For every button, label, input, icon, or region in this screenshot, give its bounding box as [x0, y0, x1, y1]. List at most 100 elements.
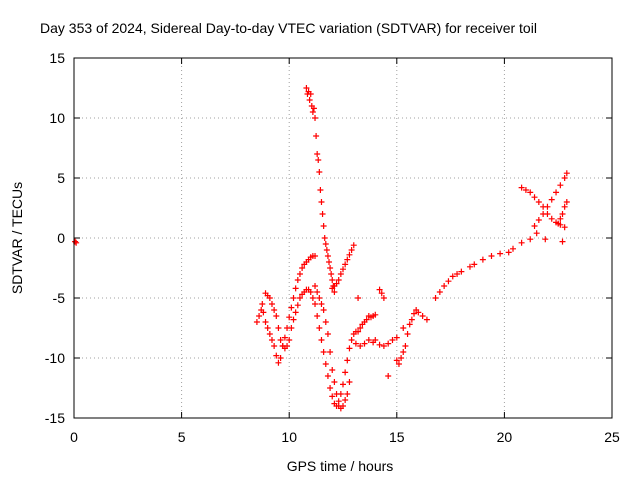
- data-point: [253, 319, 260, 325]
- data-point: [555, 220, 562, 227]
- data-point: [290, 295, 297, 301]
- data-point: [548, 196, 555, 203]
- x-axis-label: GPS time / hours: [287, 458, 394, 474]
- data-point: [363, 316, 370, 323]
- data-point: [307, 91, 314, 97]
- data-point: [333, 280, 340, 287]
- data-point: [318, 301, 325, 307]
- data-point: [322, 241, 329, 247]
- data-point: [563, 170, 570, 177]
- data-point: [281, 334, 288, 341]
- data-point: [423, 316, 430, 323]
- data-point: [348, 337, 355, 343]
- data-point: [271, 343, 278, 349]
- data-point: [310, 105, 317, 112]
- data-point: [319, 211, 326, 217]
- data-point: [312, 283, 319, 289]
- data-point: [458, 268, 465, 275]
- y-tick-label: 5: [57, 170, 65, 186]
- x-tick-label: 25: [604, 429, 620, 445]
- data-point: [346, 379, 353, 385]
- data-point: [544, 203, 551, 210]
- x-tick-label: 5: [178, 429, 186, 445]
- data-point: [316, 169, 323, 175]
- data-point: [376, 286, 383, 293]
- data-point: [357, 325, 364, 331]
- data-point: [393, 334, 400, 341]
- data-point: [385, 373, 392, 379]
- data-point: [402, 343, 409, 349]
- data-point: [553, 189, 560, 196]
- data-point: [454, 271, 461, 277]
- data-point: [518, 239, 525, 246]
- data-point: [441, 283, 448, 289]
- data-point: [329, 393, 336, 400]
- data-point: [327, 385, 334, 391]
- data-point: [380, 343, 387, 349]
- data-point: [395, 361, 402, 367]
- data-point: [309, 109, 316, 115]
- data-point: [404, 331, 411, 337]
- data-point: [268, 337, 275, 343]
- data-point: [266, 331, 273, 337]
- data-point: [312, 301, 319, 307]
- data-point: [408, 316, 415, 323]
- data-point: [324, 331, 331, 337]
- data-point: [333, 391, 340, 397]
- data-point: [535, 199, 542, 205]
- data-point: [471, 261, 478, 268]
- data-point: [259, 301, 266, 307]
- x-tick-label: 10: [281, 429, 297, 445]
- data-point: [548, 215, 555, 222]
- data-point: [327, 349, 334, 355]
- data-point: [320, 223, 327, 229]
- data-point: [436, 289, 443, 295]
- data-point: [284, 343, 291, 349]
- data-point: [398, 355, 405, 361]
- data-point: [557, 215, 564, 222]
- data-point: [505, 249, 512, 256]
- y-tick-label: -5: [53, 290, 66, 306]
- data-point: [350, 242, 357, 249]
- data-point: [277, 355, 284, 361]
- data-point: [357, 343, 364, 349]
- data-point: [315, 157, 322, 163]
- data-point: [355, 328, 362, 335]
- data-point: [449, 273, 456, 280]
- data-point: [294, 302, 301, 309]
- data-point: [411, 310, 418, 317]
- data-point: [72, 238, 79, 245]
- data-point: [292, 285, 299, 292]
- data-point: [266, 295, 273, 301]
- data-point: [561, 175, 568, 181]
- data-point: [327, 265, 334, 271]
- data-point: [527, 189, 534, 196]
- data-point: [535, 217, 542, 223]
- y-tick-label: 15: [49, 50, 65, 66]
- data-point: [307, 289, 314, 295]
- data-point: [365, 337, 372, 343]
- data-point: [286, 337, 293, 343]
- data-point: [306, 97, 313, 103]
- data-point: [342, 369, 349, 376]
- data-point: [361, 340, 368, 347]
- data-point: [294, 277, 301, 283]
- data-point: [326, 259, 333, 265]
- data-point: [348, 247, 355, 253]
- data-point: [380, 295, 387, 301]
- data-point: [559, 238, 566, 245]
- data-point: [561, 203, 568, 210]
- data-point: [317, 187, 324, 193]
- data-point: [393, 357, 400, 364]
- data-point: [389, 337, 396, 343]
- data-point: [340, 381, 346, 388]
- data-point: [329, 367, 336, 373]
- data-point: [376, 341, 383, 348]
- data-point: [372, 337, 379, 343]
- data-point: [292, 309, 299, 316]
- data-point: [531, 223, 538, 229]
- data-point: [533, 230, 540, 237]
- data-point: [542, 236, 549, 243]
